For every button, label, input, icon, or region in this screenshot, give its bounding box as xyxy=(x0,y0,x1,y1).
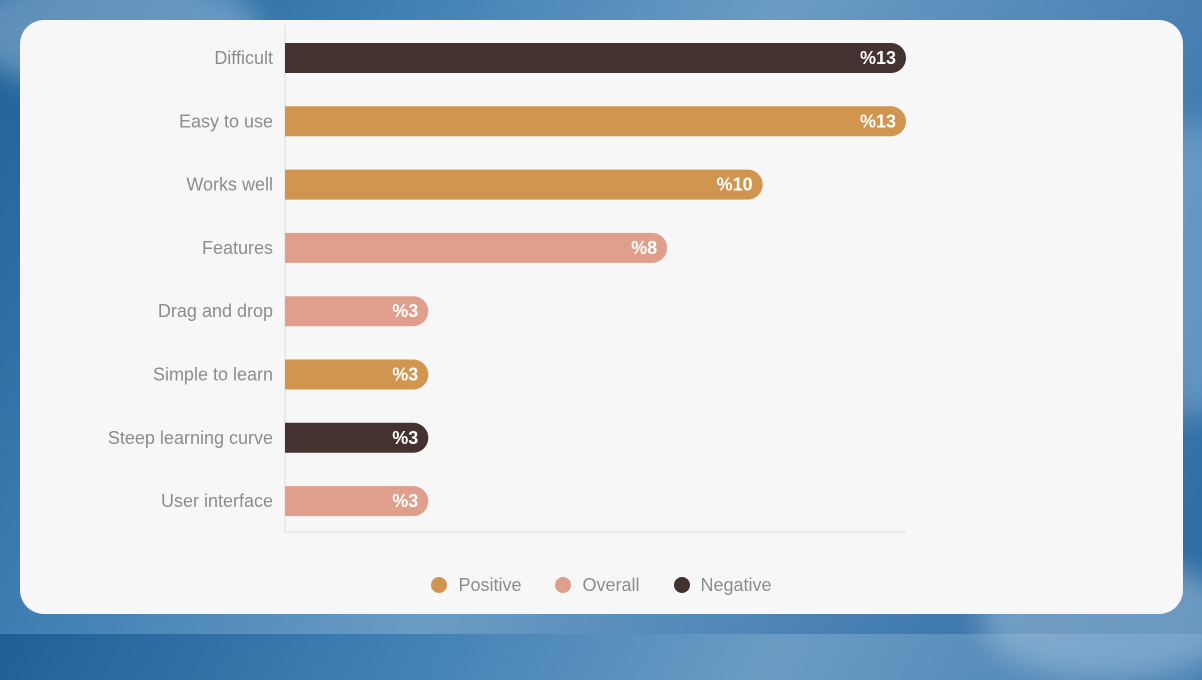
bar-value-label: %8 xyxy=(631,238,657,258)
bar-chart: Difficult %13 Easy to use %13 Works well %10 F… xyxy=(108,25,907,533)
legend-item-negative: Negative xyxy=(673,574,772,596)
legend-label: Overall xyxy=(582,574,640,595)
bar-value-label: %13 xyxy=(860,111,896,131)
bar-value-label: %13 xyxy=(860,48,896,68)
category-label: Easy to use xyxy=(179,111,273,131)
legend-dot-negative xyxy=(673,577,690,593)
bar xyxy=(285,359,429,390)
bar-value-label: %3 xyxy=(392,428,418,448)
bar-value-label: %3 xyxy=(392,491,418,511)
bar-value-label: %3 xyxy=(392,301,418,321)
category-label: User interface xyxy=(161,491,273,511)
legend-item-overall: Overall xyxy=(555,574,640,596)
legend-dot-overall xyxy=(555,577,572,593)
legend-item-positive: Positive xyxy=(431,575,521,596)
legend-label: Positive xyxy=(458,574,522,595)
category-label: Difficult xyxy=(214,48,273,68)
bar-value-label: %10 xyxy=(717,175,753,195)
category-label: Features xyxy=(202,238,273,258)
bar-value-label: %3 xyxy=(392,365,418,385)
category-label: Simple to learn xyxy=(153,365,273,385)
bar xyxy=(285,422,429,453)
legend-dot-positive xyxy=(431,577,448,593)
bar xyxy=(285,43,906,73)
bar xyxy=(285,169,763,200)
legend-label: Negative xyxy=(700,574,772,595)
category-label: Works well xyxy=(186,175,273,195)
bar xyxy=(285,232,668,263)
legend: Positive Overall Negative xyxy=(20,572,1183,598)
bar xyxy=(285,296,429,327)
category-label: Drag and drop xyxy=(158,301,273,321)
bar xyxy=(285,486,429,517)
category-label: Steep learning curve xyxy=(108,428,273,448)
bar xyxy=(285,106,907,137)
chart-card: Difficult %13 Easy to use %13 Works well %10 F… xyxy=(20,20,1183,614)
